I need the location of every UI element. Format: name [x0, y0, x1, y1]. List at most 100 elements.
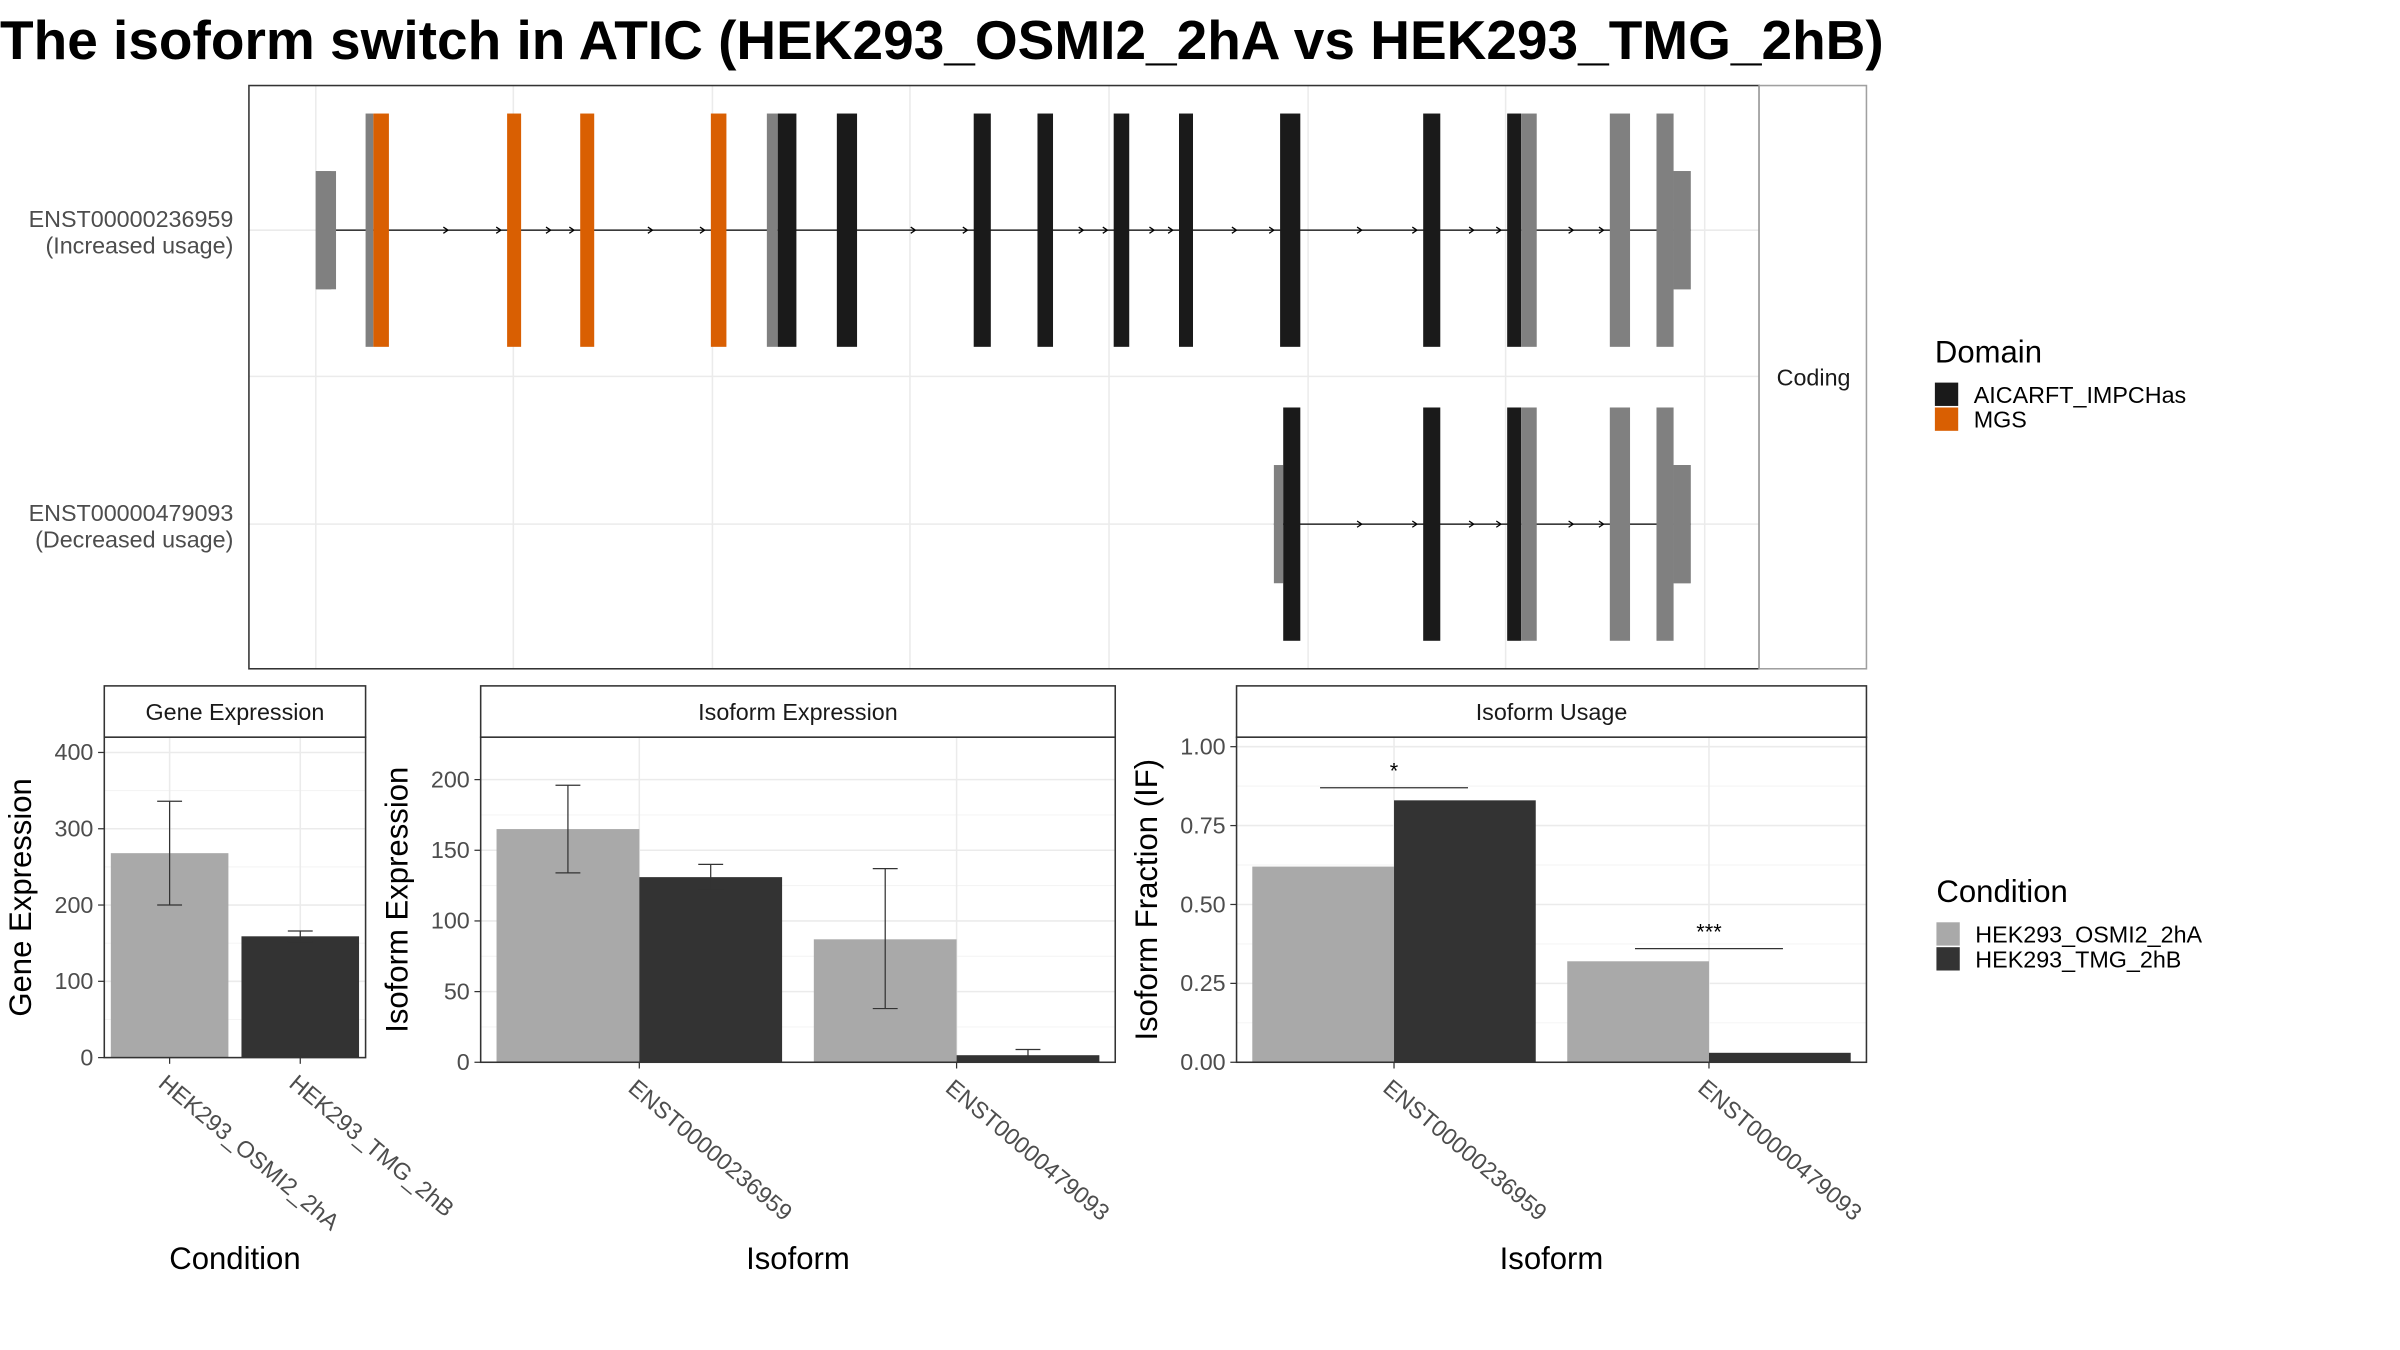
exon-aicarft [1423, 113, 1441, 347]
isoform-expression-ytick-label: 50 [444, 978, 470, 1004]
isoform-expression-border [479, 736, 1117, 1064]
intron-arrow [1102, 226, 1109, 234]
intron-arrow [1411, 226, 1419, 234]
facet-strip [1758, 84, 1868, 670]
condition-legend-title: Condition [1936, 874, 2067, 909]
exon-aicarft [777, 113, 797, 347]
isoform-expression-xlabel: Isoform [746, 1241, 850, 1276]
gene-expression-ytick-label: 400 [54, 739, 93, 765]
exon-mgs [710, 113, 727, 347]
isoform-usage-xtick-label: ENST00000236959 [1378, 1074, 1552, 1226]
isoform-usage-significance-label: * [1390, 758, 1399, 783]
domain-legend-label: AICARFT_IMPCHas [1974, 382, 2186, 408]
isoform-usage-ytick-label: 1.00 [1180, 733, 1225, 759]
isoform-expression-ytick-label: 0 [457, 1049, 470, 1075]
intron-arrow [1598, 520, 1605, 528]
isoform-expression-strip [479, 685, 1117, 738]
transcript-status-label: (Decreased usage) [35, 526, 233, 552]
intron-arrow [545, 226, 552, 234]
exon-utr [315, 171, 332, 290]
exon-utr [1673, 171, 1691, 290]
exon-plain [1656, 407, 1674, 641]
isoform-usage-ytick-label: 0.50 [1180, 891, 1225, 917]
intron-arrow [1078, 226, 1085, 234]
exon-mgs [373, 113, 389, 347]
isoform-expression-ylabel: Isoform Expression [380, 767, 415, 1033]
isoform-usage-border [1235, 736, 1868, 1064]
domain-legend-key [1934, 407, 1959, 431]
isoform-usage-significance-label: *** [1696, 919, 1722, 944]
exon-aicarft [836, 113, 858, 347]
intron-arrow [962, 226, 969, 234]
intron-arrow [1598, 226, 1605, 234]
gene-expression-ytick-label: 300 [54, 816, 93, 842]
figure-title: The isoform switch in ATIC (HEK293_OSMI2… [0, 9, 1884, 71]
exon-aicarft [1423, 407, 1441, 641]
isoform-usage-xlabel: Isoform [1500, 1241, 1604, 1276]
intron-arrow [1568, 520, 1575, 528]
exon-plain [1656, 113, 1674, 347]
exon-aicarft [1179, 113, 1194, 347]
gene-expression-ytick-label: 0 [80, 1044, 93, 1070]
intron-arrow [1568, 226, 1575, 234]
transcript-status-label: (Increased usage) [45, 233, 233, 259]
intron-arrow [647, 226, 654, 234]
isoform-usage-strip-label: Isoform Usage [1476, 699, 1628, 725]
intron-arrow [1468, 520, 1475, 528]
gene-expression-ylabel: Gene Expression [3, 778, 38, 1017]
exon-plain [1521, 407, 1537, 641]
exon-mgs [507, 113, 522, 347]
gene-expression-xlabel: Condition [169, 1241, 300, 1276]
exon-aicarft [1507, 113, 1522, 347]
gene-expression-ytick-label: 100 [54, 968, 93, 994]
exon-plain [1609, 407, 1631, 641]
exon-plain [1273, 465, 1284, 584]
exon-plain [365, 113, 374, 347]
exon-aicarft [1280, 113, 1301, 347]
intron-arrow [1231, 226, 1238, 234]
condition-legend-key [1936, 922, 1960, 946]
isoform-expression-strip-label: Isoform Expression [698, 699, 898, 725]
transcript-id-label: ENST00000236959 [29, 206, 234, 232]
isoform-usage-ytick-label: 0.75 [1180, 812, 1225, 838]
facet-strip-label: Coding [1777, 365, 1851, 391]
isoform-usage-ytick-label: 0.25 [1180, 970, 1225, 996]
domain-legend-key [1934, 382, 1959, 406]
intron-arrow [1356, 520, 1363, 528]
domain-legend-title: Domain [1935, 334, 2042, 369]
gene-expression-strip-label: Gene Expression [146, 699, 325, 725]
condition-legend-key [1936, 947, 1960, 971]
isoform-usage-bar [1394, 800, 1536, 1063]
isoform-expression-ytick-label: 150 [431, 837, 470, 863]
intron-arrow [443, 226, 450, 234]
intron-arrow [1167, 226, 1174, 234]
isoform-expression-xtick-label: ENST00000236959 [624, 1074, 798, 1226]
intron-arrow [1149, 226, 1156, 234]
isoform-usage-bar [1252, 866, 1395, 1063]
intron-arrow [1411, 520, 1419, 528]
isoform-usage-bar [1567, 961, 1709, 1063]
exon-utr [1673, 465, 1691, 584]
intron-arrow [1495, 226, 1503, 234]
transcript-id-label: ENST00000479093 [29, 500, 234, 526]
exon-aicarft [1113, 113, 1130, 347]
intron-arrow [910, 226, 917, 234]
exon-plain [1521, 113, 1537, 347]
exon-aicarft [1037, 113, 1054, 347]
domain-legend-label: MGS [1974, 407, 2027, 433]
exon-plain [766, 113, 778, 347]
exon-aicarft [1507, 407, 1522, 641]
intron-arrow [495, 226, 503, 234]
intron-arrow [568, 226, 576, 234]
isoform-usage-xtick-label: ENST00000479093 [1693, 1074, 1867, 1226]
intron-arrow [699, 226, 706, 234]
exon-mgs [580, 113, 595, 347]
condition-legend-label: HEK293_TMG_2hB [1975, 946, 2181, 972]
isoform-expression-xtick-label: ENST00000479093 [941, 1074, 1115, 1226]
isoform-usage-ylabel: Isoform Fraction (IF) [1129, 759, 1164, 1041]
condition-legend-label: HEK293_OSMI2_2hA [1975, 922, 2202, 948]
isoform-expression-ytick-label: 100 [431, 908, 470, 934]
isoform-usage-ytick-label: 0.00 [1180, 1049, 1225, 1075]
isoform-usage-bar [1708, 1052, 1851, 1063]
